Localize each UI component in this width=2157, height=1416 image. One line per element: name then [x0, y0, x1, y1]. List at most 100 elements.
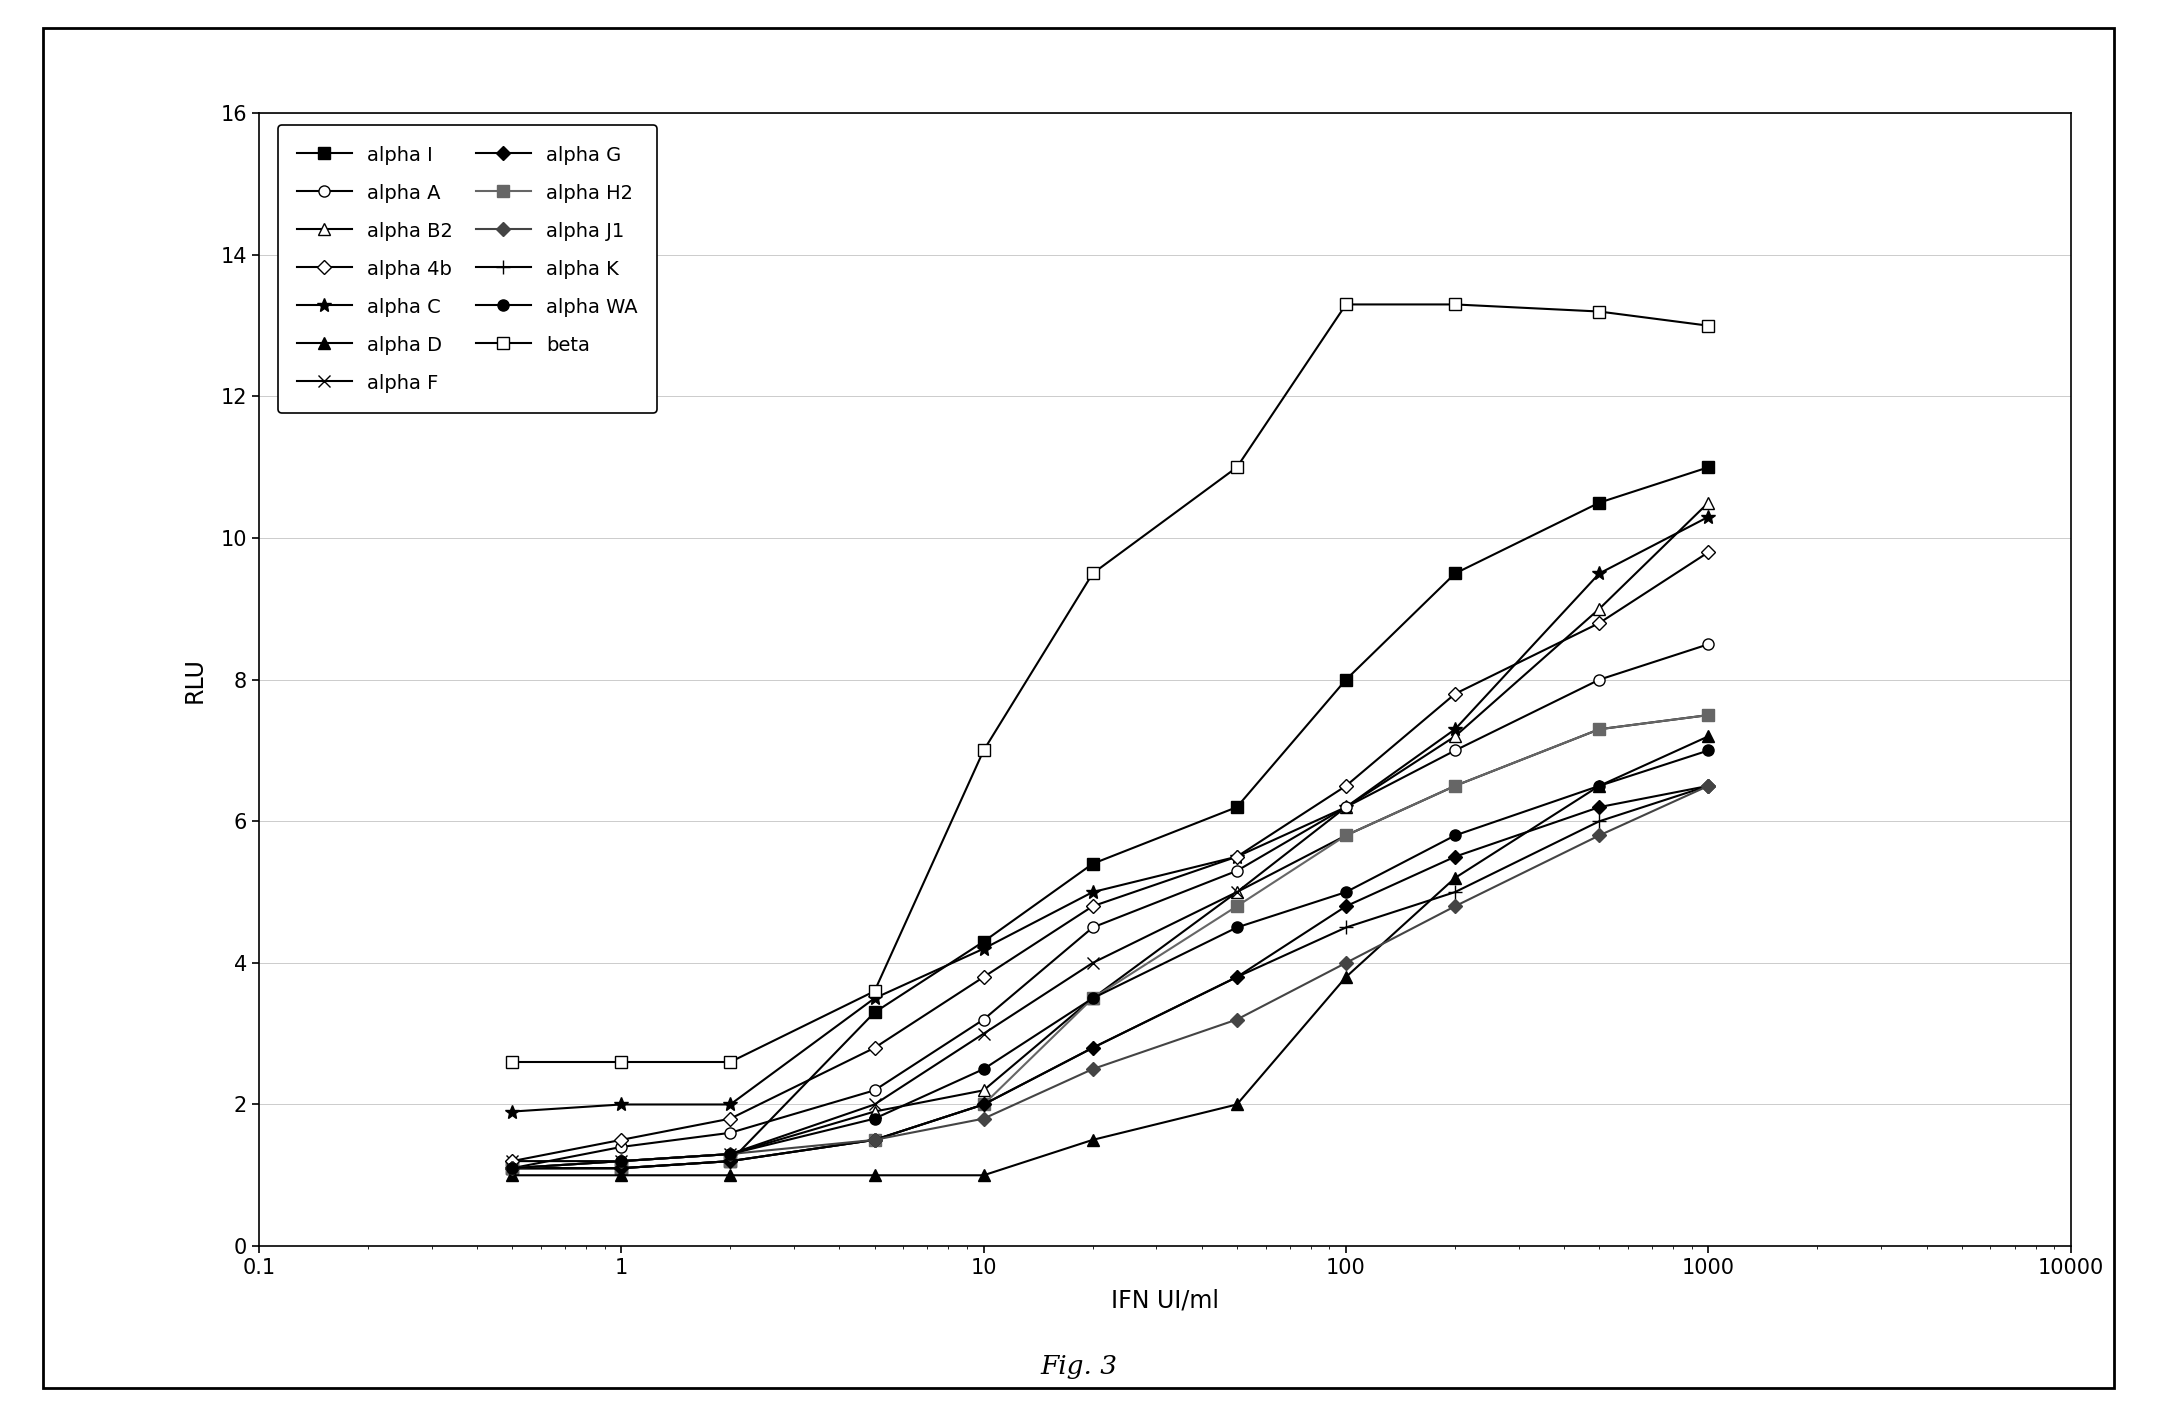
alpha C	[1443, 721, 1469, 738]
Line: alpha G: alpha G	[507, 782, 1713, 1172]
alpha C	[1223, 848, 1249, 865]
Text: Fig. 3: Fig. 3	[1040, 1354, 1117, 1379]
alpha B2	[608, 1153, 634, 1170]
alpha G	[1695, 777, 1721, 794]
alpha 4b	[861, 1039, 887, 1056]
alpha B2	[1223, 884, 1249, 901]
alpha H2	[1695, 707, 1721, 724]
alpha K	[1081, 1039, 1107, 1056]
alpha WA	[498, 1160, 524, 1177]
alpha D	[1585, 777, 1611, 794]
alpha F	[608, 1153, 634, 1170]
alpha H2	[1443, 777, 1469, 794]
alpha K	[1695, 777, 1721, 794]
alpha K	[1443, 884, 1469, 901]
alpha I	[718, 1153, 744, 1170]
alpha C	[1695, 508, 1721, 525]
alpha K	[498, 1160, 524, 1177]
alpha G	[718, 1153, 744, 1170]
alpha F	[718, 1146, 744, 1163]
X-axis label: IFN UI/ml: IFN UI/ml	[1111, 1289, 1219, 1313]
alpha B2	[1695, 494, 1721, 511]
alpha F	[1443, 777, 1469, 794]
alpha WA	[1333, 884, 1359, 901]
alpha K	[971, 1096, 997, 1113]
Line: alpha H2: alpha H2	[507, 709, 1715, 1174]
beta	[718, 1054, 744, 1070]
alpha I	[1333, 671, 1359, 688]
Line: alpha WA: alpha WA	[507, 745, 1715, 1174]
alpha A	[1223, 862, 1249, 879]
alpha F	[861, 1096, 887, 1113]
Line: alpha 4b: alpha 4b	[507, 548, 1713, 1165]
alpha C	[718, 1096, 744, 1113]
alpha WA	[718, 1146, 744, 1163]
alpha I	[608, 1160, 634, 1177]
alpha C	[971, 940, 997, 957]
beta	[1223, 459, 1249, 476]
Line: alpha A: alpha A	[507, 639, 1715, 1174]
alpha 4b	[971, 969, 997, 986]
alpha 4b	[718, 1110, 744, 1127]
alpha K	[718, 1153, 744, 1170]
alpha A	[1695, 636, 1721, 653]
alpha WA	[861, 1110, 887, 1127]
alpha A	[1443, 742, 1469, 759]
alpha 4b	[1081, 898, 1107, 915]
alpha H2	[971, 1096, 997, 1113]
alpha A	[498, 1160, 524, 1177]
alpha J1	[1081, 1061, 1107, 1078]
alpha B2	[718, 1146, 744, 1163]
alpha C	[608, 1096, 634, 1113]
alpha F	[1585, 721, 1611, 738]
alpha D	[498, 1167, 524, 1184]
alpha WA	[1695, 742, 1721, 759]
alpha 4b	[1443, 685, 1469, 702]
alpha D	[718, 1167, 744, 1184]
alpha H2	[498, 1160, 524, 1177]
alpha A	[971, 1011, 997, 1028]
alpha G	[498, 1160, 524, 1177]
alpha H2	[608, 1160, 634, 1177]
alpha I	[1223, 799, 1249, 816]
alpha D	[1443, 869, 1469, 886]
Line: alpha B2: alpha B2	[507, 497, 1715, 1174]
alpha 4b	[498, 1153, 524, 1170]
Line: alpha I: alpha I	[507, 462, 1715, 1174]
alpha WA	[1081, 990, 1107, 1007]
alpha H2	[718, 1153, 744, 1170]
alpha H2	[1585, 721, 1611, 738]
alpha I	[498, 1160, 524, 1177]
alpha A	[861, 1082, 887, 1099]
alpha F	[1223, 884, 1249, 901]
alpha J1	[608, 1153, 634, 1170]
alpha G	[1223, 969, 1249, 986]
alpha WA	[608, 1153, 634, 1170]
beta	[861, 983, 887, 1000]
alpha A	[1081, 919, 1107, 936]
alpha D	[1695, 728, 1721, 745]
alpha D	[861, 1167, 887, 1184]
alpha C	[498, 1103, 524, 1120]
beta	[1333, 296, 1359, 313]
beta	[971, 742, 997, 759]
alpha A	[1585, 671, 1611, 688]
alpha C	[1333, 799, 1359, 816]
alpha C	[861, 990, 887, 1007]
alpha D	[1333, 969, 1359, 986]
alpha B2	[1585, 600, 1611, 617]
alpha K	[861, 1131, 887, 1148]
Line: alpha K: alpha K	[505, 779, 1715, 1175]
alpha 4b	[1585, 615, 1611, 632]
alpha WA	[1223, 919, 1249, 936]
alpha G	[1333, 898, 1359, 915]
alpha D	[1081, 1131, 1107, 1148]
alpha G	[971, 1096, 997, 1113]
alpha I	[1443, 565, 1469, 582]
alpha G	[1081, 1039, 1107, 1056]
alpha A	[718, 1124, 744, 1141]
alpha F	[1695, 707, 1721, 724]
alpha B2	[498, 1160, 524, 1177]
alpha J1	[861, 1131, 887, 1148]
alpha C	[1585, 565, 1611, 582]
